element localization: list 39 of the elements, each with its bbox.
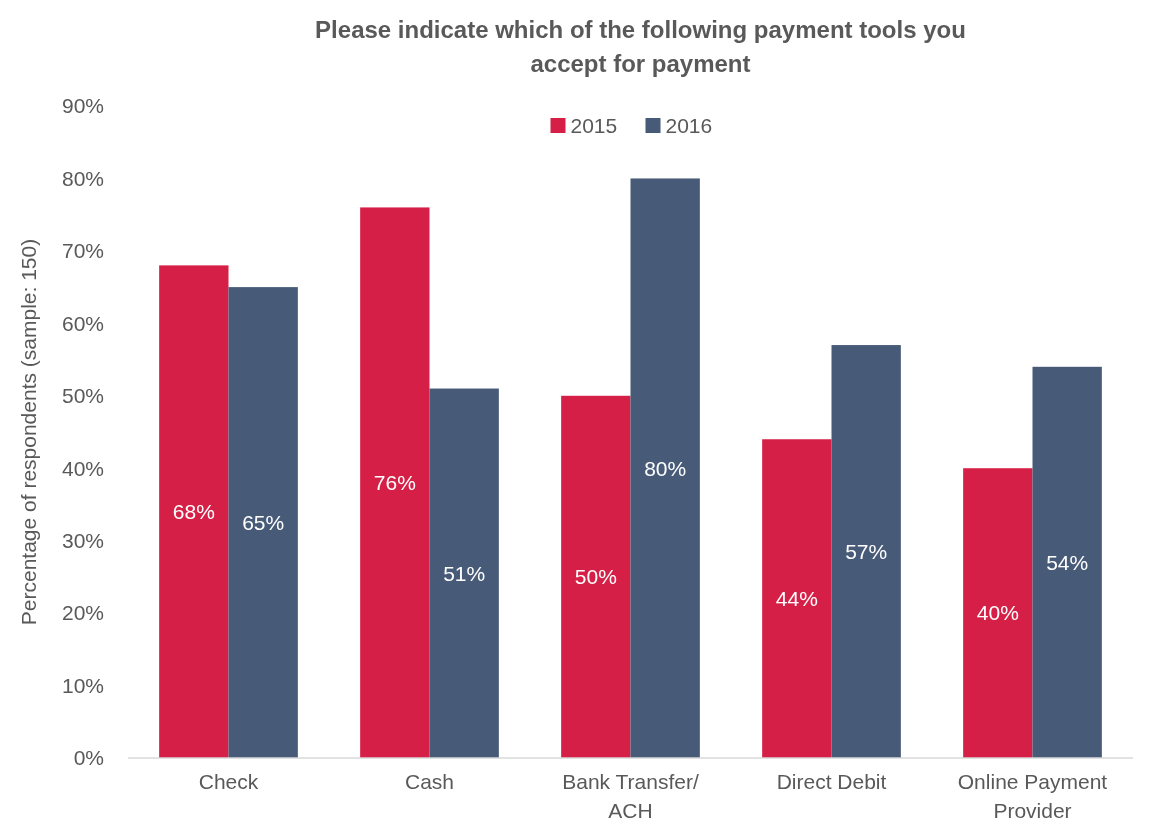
legend-label: 2015 xyxy=(570,114,618,138)
data-label: 51% xyxy=(443,561,486,585)
y-tick-label: 30% xyxy=(61,529,104,553)
data-label: 50% xyxy=(574,565,617,589)
x-tick-label: Cash xyxy=(404,770,455,793)
chart-title: Please indicate which of the following payment tools you accept for payment xyxy=(315,16,966,77)
y-axis-title: Percentage of respondents (sample: 150) xyxy=(17,238,40,626)
bar xyxy=(429,388,499,758)
bar xyxy=(360,207,430,758)
legend-label: 2016 xyxy=(665,114,713,138)
data-label: 76% xyxy=(373,471,416,495)
bar xyxy=(831,345,901,758)
data-label: 54% xyxy=(1046,550,1089,574)
x-tick-label: Direct Debit xyxy=(776,770,887,793)
y-tick-label: 50% xyxy=(61,384,104,408)
bar xyxy=(561,395,631,758)
x-tick-label: Bank Transfer/ ACH xyxy=(562,770,699,822)
data-label: 44% xyxy=(775,586,818,610)
y-tick-label: 90% xyxy=(61,94,104,118)
y-tick-label: 40% xyxy=(61,456,104,480)
y-tick-label: 80% xyxy=(61,166,104,190)
bar xyxy=(228,287,298,758)
data-label: 80% xyxy=(644,456,687,480)
data-label: 65% xyxy=(242,510,285,534)
y-tick-label: 70% xyxy=(61,239,104,263)
bar xyxy=(963,468,1033,758)
y-tick-label: 20% xyxy=(61,601,104,625)
data-label: 40% xyxy=(976,601,1019,625)
bar xyxy=(630,178,700,758)
data-label: 68% xyxy=(172,500,215,524)
bar xyxy=(762,439,832,758)
bar xyxy=(159,265,229,758)
y-tick-label: 0% xyxy=(73,746,104,770)
y-tick-label: 60% xyxy=(61,311,104,335)
data-label: 57% xyxy=(845,539,888,563)
bar xyxy=(1032,366,1102,758)
x-tick-label: Check xyxy=(198,770,259,793)
y-tick-label: 10% xyxy=(61,673,104,697)
x-tick-label: Online Payment Provider xyxy=(957,770,1108,822)
